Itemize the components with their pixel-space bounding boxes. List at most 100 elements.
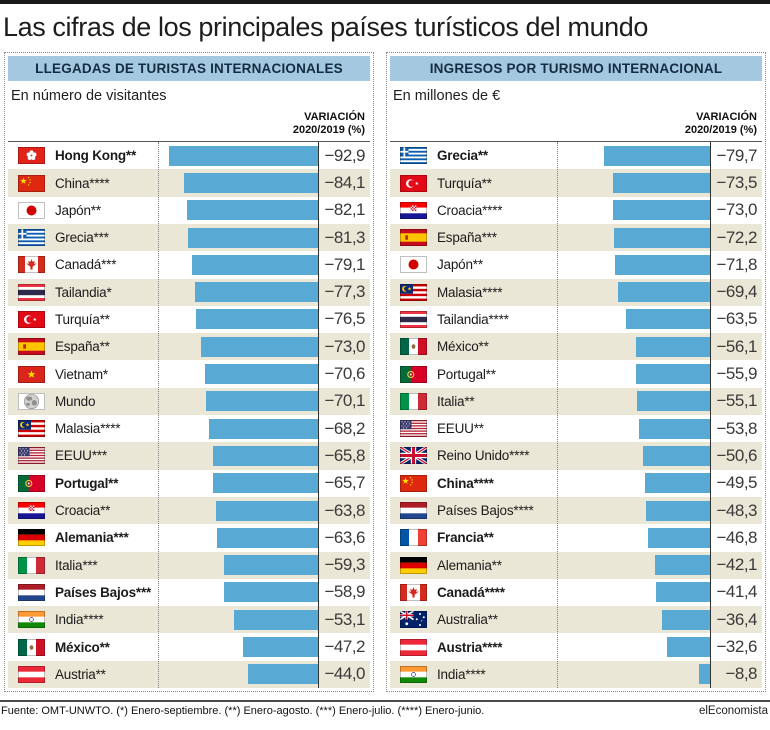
value-label: −81,3 <box>324 227 365 247</box>
value-label: −63,5 <box>716 309 757 329</box>
value-label: −65,8 <box>324 445 365 465</box>
bar-area <box>158 582 319 603</box>
bar <box>644 473 711 494</box>
bar-area <box>557 282 711 303</box>
table-row: Croacia** −63,8 <box>8 496 370 525</box>
portugal-flag-icon <box>400 365 427 383</box>
panel-income-title: INGRESOS POR TURISMO INTERNACIONAL <box>390 55 762 81</box>
table-row: Grecia*** −81,3 <box>8 223 370 252</box>
bar <box>613 200 711 221</box>
country-label: Mundo <box>55 393 96 409</box>
bar <box>243 637 319 658</box>
bar <box>224 582 319 603</box>
bar <box>195 309 319 330</box>
bar-area <box>158 391 319 412</box>
country-label: Canadá*** <box>55 257 117 273</box>
value-label: −63,8 <box>324 500 365 520</box>
table-row: Países Bajos**** −48,3 <box>390 496 762 525</box>
value-header-line1: VARIACIÓN <box>696 110 757 123</box>
bar-area <box>158 664 319 685</box>
mexico-flag-icon <box>400 338 427 356</box>
value-label: −56,1 <box>716 336 757 356</box>
value-label: −79,1 <box>324 254 365 274</box>
bar-area <box>557 145 711 166</box>
table-row: Croacia**** −73,0 <box>390 197 762 224</box>
country-label: Reino Unido**** <box>437 448 530 464</box>
netherlands-flag-icon <box>18 583 45 601</box>
bar-area <box>557 227 711 248</box>
bar-area <box>158 473 319 494</box>
australia-flag-icon <box>399 610 427 629</box>
bar-area <box>158 145 319 166</box>
bar-area <box>158 282 319 303</box>
table-row: China**** −49,5 <box>390 470 762 497</box>
bar-area <box>158 500 319 521</box>
country-label: EEUU** <box>437 421 484 437</box>
table-row: Japón** −82,1 <box>8 197 370 224</box>
country-label: España** <box>55 339 110 355</box>
country-label: México** <box>55 639 110 655</box>
bar-area <box>158 445 319 466</box>
bar <box>614 254 711 275</box>
arrivals-bar-chart: Hong Kong** −92,9 China**** −84,1 Japón** −82… <box>8 141 370 688</box>
bar-area <box>557 582 711 603</box>
table-row: Hong Kong** −92,9 <box>8 142 370 169</box>
country-label: Italia*** <box>55 557 98 573</box>
table-row: Malasia**** −69,4 <box>390 278 762 306</box>
value-header-line2: 2020/2019 (%) <box>684 123 757 136</box>
italy-flag-icon <box>400 392 427 410</box>
table-row: Malasia**** −68,2 <box>8 415 370 442</box>
bar <box>638 418 711 439</box>
income-bar-chart: Grecia** −79,7 Turquía** −73,5 Croacia**** −7… <box>390 141 762 688</box>
zero-baseline <box>318 142 319 688</box>
country-label: Tailandia* <box>55 284 112 300</box>
country-label: Croacia** <box>55 503 111 519</box>
value-label: −48,3 <box>716 500 757 520</box>
country-label: India**** <box>437 666 486 682</box>
scale-gridline <box>557 142 558 688</box>
value-label: −63,6 <box>324 527 365 547</box>
portugal-flag-icon <box>18 474 45 492</box>
table-row: Turquía** −73,5 <box>390 169 762 197</box>
value-header-line2: 2020/2019 (%) <box>292 123 365 136</box>
bar <box>223 555 319 576</box>
value-label: −50,6 <box>716 445 757 465</box>
bar-area <box>158 173 319 193</box>
china-flag-icon <box>18 174 45 192</box>
table-row: Portugal** −65,7 <box>8 470 370 497</box>
bar-area <box>557 336 711 357</box>
value-label: −73,0 <box>324 336 365 356</box>
value-label: −59,3 <box>324 555 365 575</box>
bar <box>662 609 711 630</box>
bar <box>655 582 711 603</box>
value-label: −69,4 <box>716 282 757 302</box>
value-label: −47,2 <box>324 637 365 657</box>
table-row: España*** −72,2 <box>390 223 762 252</box>
country-label: Vietnam* <box>55 366 108 382</box>
bar-area <box>158 254 319 275</box>
bar <box>612 173 711 193</box>
malaysia-flag-icon <box>18 420 45 438</box>
turkey-flag-icon <box>400 174 427 192</box>
country-label: Austria** <box>55 666 106 682</box>
value-label: −92,9 <box>324 145 365 165</box>
panel-arrivals-subtitle: En número de visitantes <box>11 87 167 104</box>
value-label: −46,8 <box>716 527 757 547</box>
value-label: −79,7 <box>716 145 757 165</box>
country-label: Países Bajos*** <box>55 584 152 600</box>
bar <box>618 282 711 303</box>
bar <box>614 227 711 248</box>
table-row: Canadá**** −41,4 <box>390 579 762 606</box>
canada-flag-icon <box>400 583 427 601</box>
value-label: −68,2 <box>324 418 365 438</box>
value-label: −44,0 <box>324 664 365 684</box>
bar <box>248 664 319 685</box>
table-row: Tailandia* −77,3 <box>8 278 370 306</box>
india-flag-icon <box>18 611 45 629</box>
japan-flag-icon <box>18 201 45 219</box>
bar <box>206 391 319 412</box>
table-row: India**** −53,1 <box>8 606 370 634</box>
bar-area <box>557 309 711 330</box>
bar <box>213 445 319 466</box>
mexico-flag-icon <box>18 638 45 656</box>
